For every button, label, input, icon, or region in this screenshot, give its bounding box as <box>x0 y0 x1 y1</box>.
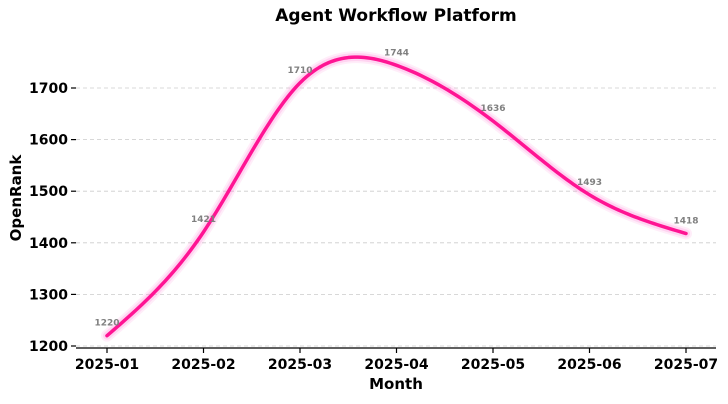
y-axis-ticks: 1200 1300 1400 1500 1600 1700 <box>29 81 76 355</box>
x-tick-label-2025-02: 2025-02 <box>171 357 235 373</box>
x-tick-label-2025-01: 2025-01 <box>75 357 139 373</box>
data-label-2025-03: 1710 <box>287 66 312 76</box>
data-label-2025-01: 1220 <box>94 319 119 329</box>
x-tick-label-2025-06: 2025-06 <box>557 357 621 373</box>
y-tick-label-1500: 1500 <box>29 184 68 200</box>
x-tick-label-2025-05: 2025-05 <box>461 357 525 373</box>
data-labels: 1220 1421 1710 1744 1636 1493 1418 <box>94 48 698 328</box>
series-lines <box>107 57 686 336</box>
data-label-2025-02: 1421 <box>191 215 216 225</box>
series-line-glow-inner <box>107 57 686 336</box>
data-label-2025-04: 1744 <box>384 48 409 58</box>
y-axis-label: OpenRank <box>7 154 25 242</box>
y-tick-label-1300: 1300 <box>29 287 68 303</box>
x-axis-label: Month <box>369 375 423 393</box>
x-tick-label-2025-03: 2025-03 <box>268 357 332 373</box>
data-label-2025-07: 1418 <box>673 217 698 227</box>
x-tick-label-2025-04: 2025-04 <box>364 357 429 373</box>
chart-title: Agent Workflow Platform <box>275 6 516 26</box>
y-tick-label-1400: 1400 <box>29 236 68 252</box>
data-label-2025-05: 1636 <box>480 104 505 114</box>
x-tick-label-2025-07: 2025-07 <box>654 357 718 373</box>
y-tick-label-1600: 1600 <box>29 133 68 149</box>
data-label-2025-06: 1493 <box>577 178 602 188</box>
x-axis-ticks: 2025-01 2025-02 2025-03 2025-04 2025-05 2025-… <box>75 348 718 373</box>
y-tick-label-1700: 1700 <box>29 81 68 97</box>
y-tick-label-1200: 1200 <box>29 339 68 355</box>
